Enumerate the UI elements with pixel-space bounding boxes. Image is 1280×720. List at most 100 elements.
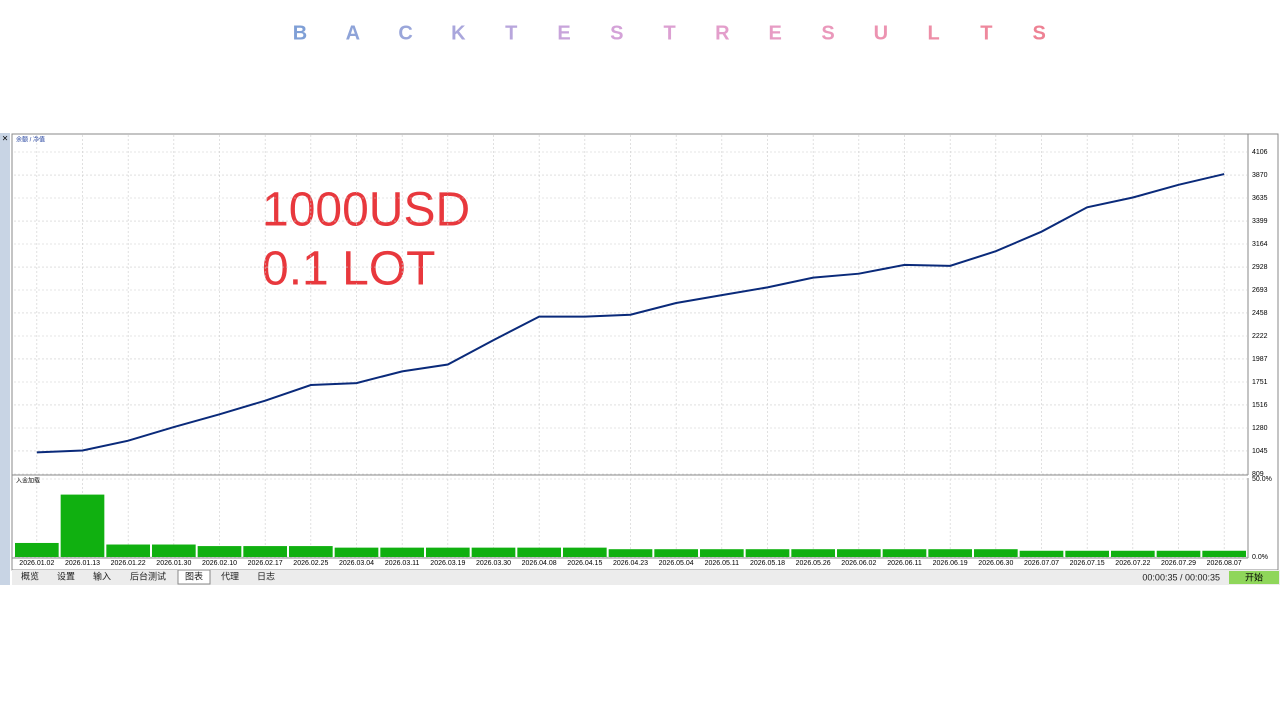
bar	[1065, 550, 1109, 557]
close-icon[interactable]: ×	[2, 134, 8, 145]
y-tick-label: 3635	[1252, 195, 1268, 202]
title-letter: E	[557, 22, 570, 44]
title-letter: R	[715, 22, 730, 44]
tab[interactable]: 输入	[93, 570, 111, 581]
x-tick-label: 2026.01.22	[111, 560, 146, 567]
bar	[608, 549, 653, 557]
y-tick-label: 2928	[1252, 264, 1268, 271]
tab[interactable]: 日志	[257, 570, 275, 581]
bar	[654, 549, 698, 557]
x-tick-label: 2026.06.19	[933, 560, 968, 567]
bar	[1019, 550, 1064, 557]
title-letter: T	[505, 22, 517, 44]
bar	[700, 549, 744, 557]
overlay-line: 1000USD	[262, 184, 470, 237]
chart-frame	[11, 133, 1279, 571]
y-tick-label: 50.0%	[1252, 476, 1272, 483]
title-letter: K	[451, 22, 466, 44]
title-letter: S	[610, 22, 623, 44]
x-tick-label: 2026.07.29	[1161, 560, 1196, 567]
x-tick-label: 2026.02.25	[293, 560, 328, 567]
y-tick-label: 1751	[1252, 379, 1268, 386]
tab[interactable]: 代理	[221, 571, 239, 581]
side-strip	[0, 133, 10, 585]
bar	[243, 546, 287, 557]
x-tick-label: 2026.02.17	[248, 560, 283, 567]
tab-bar	[12, 570, 1280, 585]
x-tick-label: 2026.04.23	[613, 560, 648, 567]
bar	[791, 549, 835, 557]
x-tick-label: 2026.08.07	[1207, 560, 1242, 567]
x-tick-label: 2026.03.11	[385, 560, 420, 567]
y-tick-label: 1045	[1252, 448, 1268, 455]
title-letter: A	[346, 22, 360, 44]
title-letter: E	[769, 22, 782, 44]
x-tick-label: 2026.06.30	[978, 560, 1013, 567]
y-tick-label: 809	[1252, 471, 1264, 478]
y-tick-label: 3164	[1252, 241, 1268, 248]
status-time: 00:00:35 / 00:00:35	[1142, 572, 1220, 582]
tab[interactable]: 图表	[185, 570, 203, 581]
x-tick-label: 2026.01.02	[19, 560, 54, 567]
x-tick-label: 2026.03.30	[476, 560, 511, 567]
x-tick-label: 2026.03.04	[339, 560, 374, 567]
y-tick-label: 0.0%	[1252, 554, 1268, 561]
x-tick-label: 2026.02.10	[202, 560, 237, 567]
x-tick-label: 2026.07.07	[1024, 560, 1059, 567]
start-button-label[interactable]: 开始	[1245, 571, 1263, 582]
title-letter: T	[980, 22, 992, 44]
bar	[1111, 550, 1155, 557]
bar	[1202, 550, 1246, 557]
x-tick-label: 2026.07.15	[1070, 560, 1105, 567]
y-tick-label: 3870	[1252, 172, 1268, 179]
title-letter: S	[821, 22, 834, 44]
legend: 入金加载	[16, 477, 40, 485]
title-letter: S	[1033, 22, 1046, 44]
bar	[289, 546, 333, 557]
x-tick-label: 2026.07.22	[1115, 560, 1150, 567]
y-tick-label: 3399	[1252, 218, 1268, 225]
tab[interactable]: 概览	[21, 570, 39, 581]
x-tick-label: 2026.04.08	[522, 560, 557, 567]
bar	[380, 547, 424, 557]
bar	[974, 549, 1018, 557]
x-tick-label: 2026.05.18	[750, 560, 785, 567]
x-tick-label: 2026.06.11	[887, 560, 922, 567]
start-button[interactable]	[1229, 571, 1279, 584]
x-tick-label: 2026.01.13	[65, 560, 100, 567]
title-letter: C	[398, 22, 412, 44]
y-tick-label: 2693	[1252, 287, 1268, 294]
x-tick-label: 2026.05.26	[796, 560, 831, 567]
x-tick-label: 2026.03.19	[430, 560, 465, 567]
x-tick-label: 2026.04.15	[567, 560, 602, 567]
bar	[517, 547, 561, 557]
title-letter: U	[874, 22, 888, 44]
bar	[152, 544, 196, 557]
y-tick-label: 2458	[1252, 310, 1268, 317]
bar	[928, 549, 972, 557]
bar	[106, 544, 150, 557]
title-letter: T	[663, 22, 675, 44]
title-letter: B	[293, 22, 307, 44]
bar	[334, 547, 379, 557]
x-tick-label: 2026.05.11	[705, 560, 740, 567]
bar	[837, 549, 881, 557]
bar	[1156, 550, 1201, 557]
x-tick-label: 2026.05.04	[659, 560, 694, 567]
bar	[197, 546, 242, 557]
tab[interactable]: 设置	[57, 571, 75, 581]
x-tick-label: 2026.06.02	[841, 560, 876, 567]
bar	[745, 549, 790, 557]
balance-line	[36, 173, 1225, 454]
legend: 余额 / 净值	[16, 136, 45, 144]
tab[interactable]: 后台测试	[130, 570, 166, 581]
bar	[882, 549, 927, 557]
tab-active	[177, 569, 211, 585]
title-letter: L	[927, 22, 939, 44]
y-tick-label: 1987	[1252, 356, 1268, 363]
y-tick-label: 1516	[1252, 402, 1268, 409]
y-tick-label: 2222	[1252, 333, 1268, 340]
bar	[15, 542, 59, 557]
bar	[426, 547, 470, 557]
